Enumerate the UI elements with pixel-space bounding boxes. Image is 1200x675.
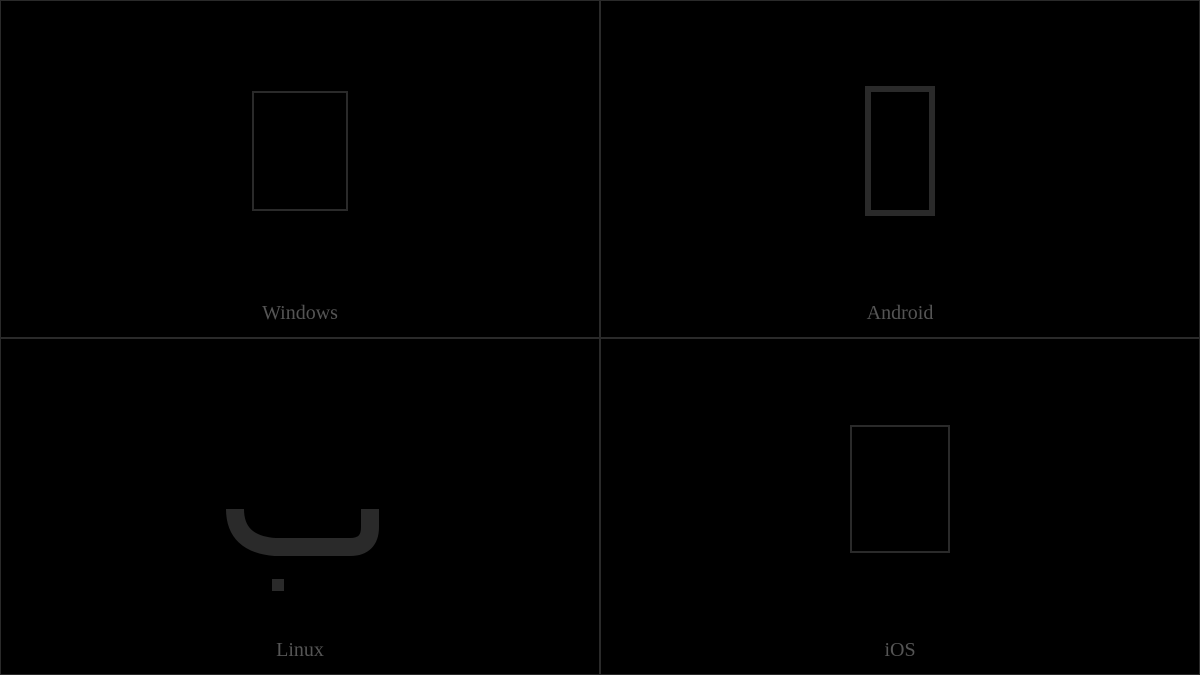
tofu-glyph bbox=[252, 91, 348, 211]
cell-label: Linux bbox=[276, 639, 324, 674]
cell-label: Windows bbox=[262, 302, 338, 337]
glyph-area-windows bbox=[1, 1, 599, 302]
cell-windows: Windows bbox=[0, 0, 600, 338]
arabic-glyph bbox=[220, 429, 380, 549]
cell-linux: Linux bbox=[0, 338, 600, 675]
glyph-comparison-grid: Windows Android Linux iOS bbox=[0, 0, 1200, 675]
tofu-glyph bbox=[865, 86, 935, 216]
tofu-glyph bbox=[850, 425, 950, 553]
glyph-area-linux bbox=[1, 339, 599, 640]
cell-ios: iOS bbox=[600, 338, 1200, 675]
glyph-area-android bbox=[601, 1, 1199, 302]
cell-android: Android bbox=[600, 0, 1200, 338]
glyph-area-ios bbox=[601, 339, 1199, 640]
cell-label: Android bbox=[867, 302, 934, 337]
cell-label: iOS bbox=[884, 639, 915, 674]
